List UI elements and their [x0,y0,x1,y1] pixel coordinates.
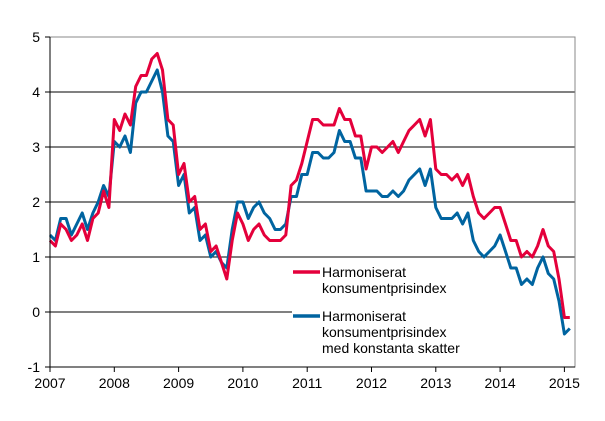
legend-label-hicp-line2: konsumentprisindex [322,280,447,296]
y-tick-label: 1 [32,249,40,265]
y-tick-labels: -1 0 1 2 3 4 5 [28,29,50,375]
series-lines [48,52,571,336]
x-tick-label: 2011 [292,375,322,391]
x-tick-label: 2012 [356,375,387,391]
x-tick-label: 2008 [99,375,130,391]
legend: Harmoniserat konsumentprisindex Harmonis… [292,264,462,365]
series-line-0 [48,52,570,319]
y-tick-label: 4 [32,84,40,100]
y-tick-label: 2 [32,194,40,210]
legend-label-hicp-ct-line3: med konstanta skatter [322,340,460,356]
legend-label-hicp-ct-line1: Harmoniserat [322,308,406,324]
x-tick-label: 2015 [549,375,580,391]
x-tick-label: 2007 [34,375,65,391]
y-tick-label: 5 [32,29,40,45]
legend-background [292,265,462,365]
y-tick-label: 0 [32,304,40,320]
y-tick-label: 3 [32,139,40,155]
x-tick-label: 2014 [485,375,516,391]
x-tick-labels: 2007 2008 2009 2010 2011 2012 2013 2014 2015 [34,367,580,391]
legend-label-hicp-ct-line2: konsumentprisindex [322,324,447,340]
x-tick-label: 2010 [227,375,258,391]
legend-label-hicp-line1: Harmoniserat [322,264,406,280]
y-tick-label: -1 [28,359,41,375]
series-line-1 [48,68,571,336]
x-tick-label: 2009 [163,375,194,391]
x-tick-label: 2013 [420,375,451,391]
